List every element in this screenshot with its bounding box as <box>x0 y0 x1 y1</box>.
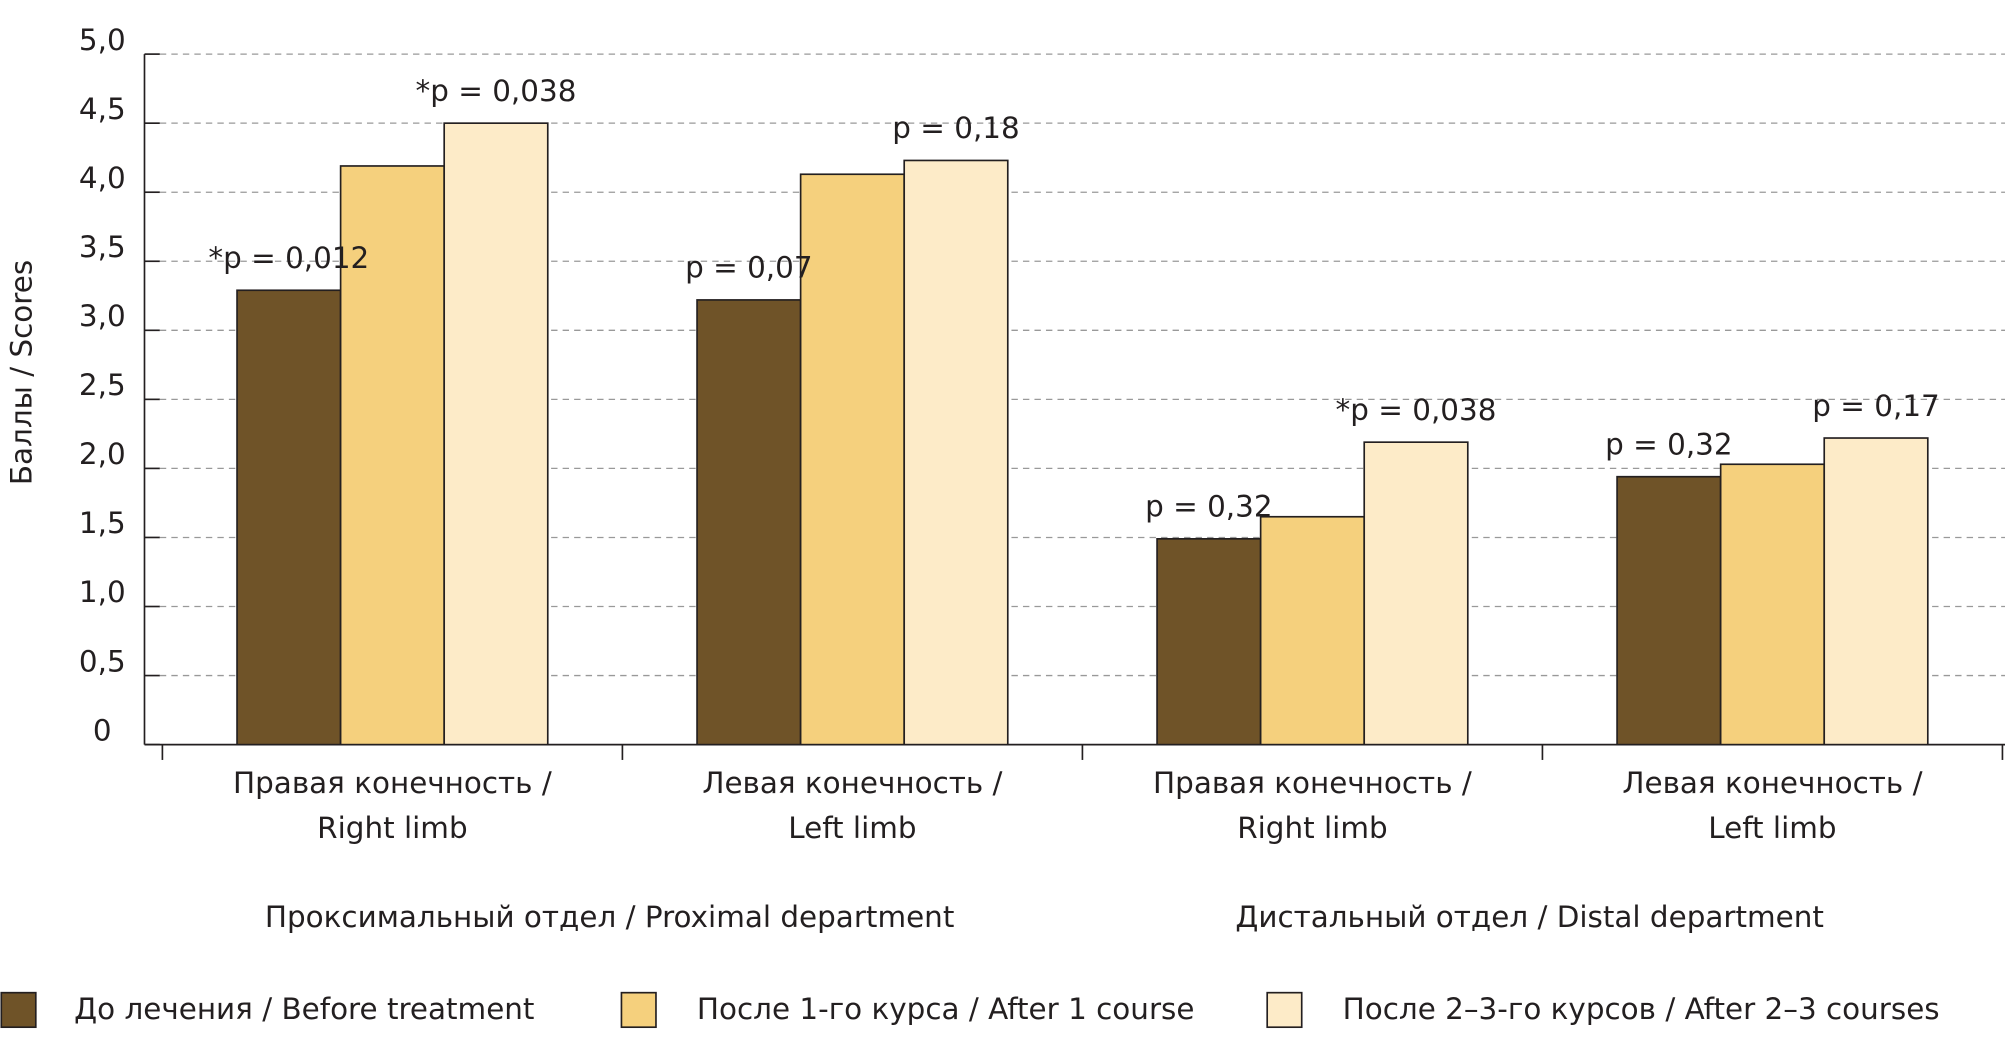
x-tick-label: Левая конечность / Left limb <box>1622 766 1922 845</box>
p-value-annotation: *p = 0,038 <box>1336 393 1497 427</box>
y-tick-label: 5,0 <box>79 23 126 57</box>
p-value-annotation: *p = 0,012 <box>208 241 369 275</box>
bar <box>799 173 906 746</box>
bar <box>1719 463 1826 746</box>
y-tick-label: 3,5 <box>79 230 126 264</box>
legend-label: После 1-го курса / After 1 course <box>697 992 1195 1026</box>
bar <box>1363 441 1469 746</box>
legend-label: До лечения / Before treatment <box>74 992 534 1026</box>
p-value-annotation: *p = 0,038 <box>416 74 577 108</box>
y-tick-label: 1,0 <box>79 575 126 609</box>
bar <box>236 289 342 746</box>
group-label: Проксимальный отдел / Proximal departmen… <box>265 900 954 934</box>
x-tick-label: Правая конечность / Right limb <box>1153 766 1472 845</box>
legend-swatch <box>0 991 37 1029</box>
bar <box>1616 475 1722 746</box>
y-tick-label: 4,5 <box>79 92 126 126</box>
y-tick-label: 3,0 <box>79 299 126 333</box>
p-value-annotation: p = 0,17 <box>1812 389 1939 423</box>
x-tick-label: Правая конечность / Right limb <box>233 766 552 845</box>
legend-swatch <box>620 991 657 1029</box>
x-tick-label: Левая конечность / Left limb <box>702 766 1002 845</box>
bar <box>696 299 802 746</box>
legend-label: После 2–3-го курсов / After 2–3 courses <box>1343 992 1940 1026</box>
legend-swatch <box>1266 991 1303 1029</box>
y-tick-label: 2,0 <box>79 437 126 471</box>
y-tick-label: 0,5 <box>79 644 126 678</box>
p-value-annotation: p = 0,32 <box>1145 490 1272 524</box>
y-tick-label: 1,5 <box>79 506 126 540</box>
bar <box>903 159 1009 746</box>
y-tick-label: 4,0 <box>79 161 126 195</box>
bar <box>1823 437 1929 746</box>
p-value-annotation: p = 0,32 <box>1605 428 1732 462</box>
bar <box>339 165 446 746</box>
y-tick-label: 0 <box>93 713 112 747</box>
y-axis-label: Баллы / Scores <box>5 260 39 485</box>
bar <box>1259 515 1366 746</box>
p-value-annotation: p = 0,07 <box>685 251 812 285</box>
p-value-annotation: p = 0,18 <box>892 111 1019 145</box>
y-tick-label: 2,5 <box>79 368 126 402</box>
bar <box>443 122 549 746</box>
bar <box>1156 538 1262 746</box>
group-label: Дистальный отдел / Distal department <box>1235 900 1824 934</box>
